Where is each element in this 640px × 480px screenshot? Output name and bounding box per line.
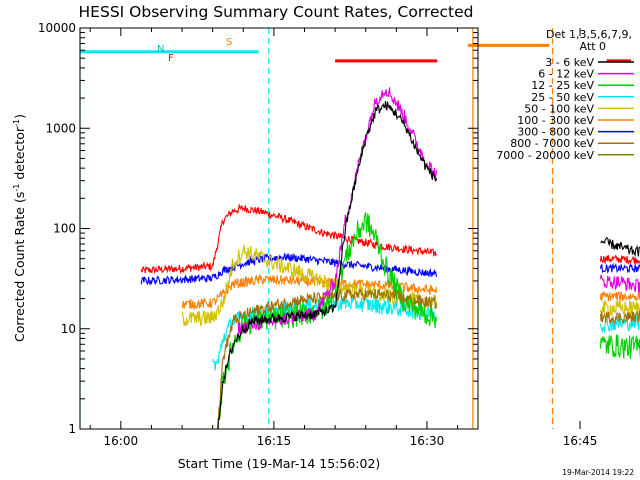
flag-label-saa: S xyxy=(226,37,232,48)
x-tick-label-2: 16:30 xyxy=(410,434,445,448)
footer-date: 19-Mar-2014 19:22 xyxy=(562,468,634,477)
y-label-sup2: -1 xyxy=(12,119,21,127)
y-axis-label: Corrected Count Rate (s-1 detector-1) xyxy=(12,114,27,342)
legend-label-8: 7000 - 20000 keV xyxy=(496,149,594,162)
flag-label-flare: F xyxy=(168,53,174,64)
series-line-8 xyxy=(217,101,640,430)
x-tick-label-0: 16:00 xyxy=(104,434,139,448)
y-tick-label-1: 10 xyxy=(61,322,76,336)
series-line-4 xyxy=(212,294,640,371)
legend-label-6: 300 - 800 keV xyxy=(517,126,594,139)
legend-label-3: 25 - 50 keV xyxy=(531,91,594,104)
x-tick-label-1: 16:15 xyxy=(257,434,292,448)
series-group xyxy=(140,87,640,430)
legend-label-2: 12 - 25 keV xyxy=(531,79,594,92)
y-label-end: ) xyxy=(12,114,27,119)
flag-bars xyxy=(80,43,632,63)
legend-label-0: 3 - 6 keV xyxy=(545,56,594,69)
y-tick-label-3: 1000 xyxy=(45,121,76,135)
plot-frame xyxy=(79,27,479,430)
legend-label-1: 6 - 12 keV xyxy=(538,68,594,81)
legend-label-4: 50 - 100 keV xyxy=(524,102,594,115)
series-line-6 xyxy=(217,288,640,430)
x-axis-label: Start Time (19-Mar-14 15:56:02) xyxy=(178,456,381,471)
series-line-0 xyxy=(140,203,640,275)
series-line-3 xyxy=(181,244,640,327)
y-ticks: 1 10 100 1000 10000 xyxy=(38,21,478,436)
y-label-sup1: -1 xyxy=(12,184,21,192)
legend-header-1: Det 1,3,5,6,7,9, xyxy=(546,28,632,41)
y-tick-label-2: 100 xyxy=(53,222,76,236)
y-label-main: Corrected Count Rate (s xyxy=(12,192,27,342)
legend-label-5: 100 - 300 keV xyxy=(517,114,594,127)
y-tick-label-4: 10000 xyxy=(38,21,76,35)
flag-label-night: N xyxy=(157,44,164,55)
chart-title: HESSI Observing Summary Count Rates, Cor… xyxy=(79,3,474,21)
legend-header-2: Att 0 xyxy=(580,40,606,53)
y-label-mid: detector xyxy=(12,126,27,184)
legend-label-7: 800 - 7000 keV xyxy=(510,137,594,150)
y-tick-label-0: 1 xyxy=(68,422,76,436)
x-tick-label-3: 16:45 xyxy=(563,434,598,448)
